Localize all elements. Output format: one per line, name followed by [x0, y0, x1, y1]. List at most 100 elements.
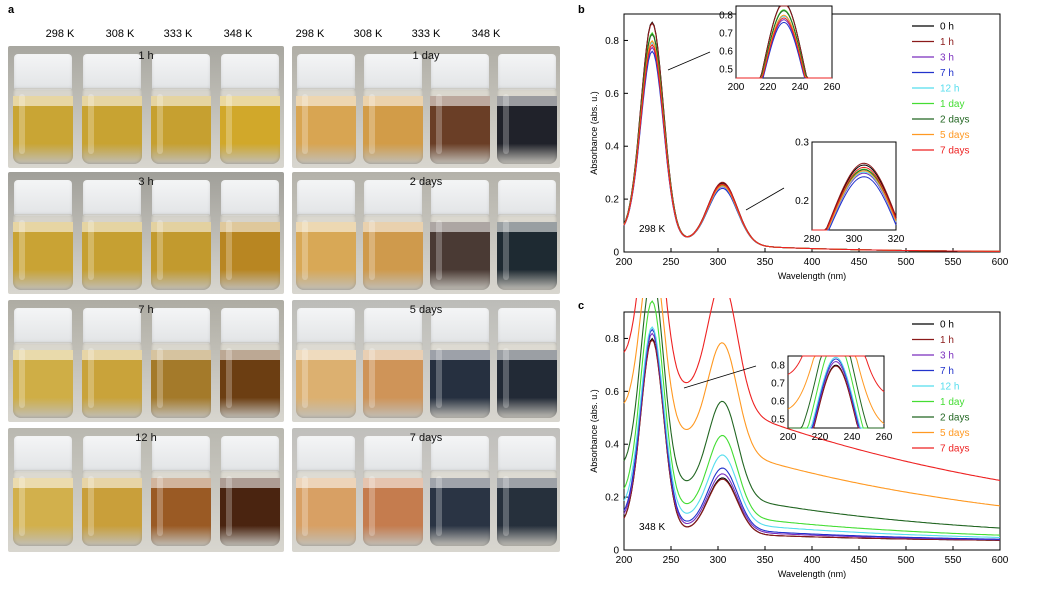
vial	[12, 180, 74, 292]
legend-label: 7 h	[940, 68, 954, 79]
vial-shine	[225, 220, 232, 280]
vial-cap	[363, 180, 422, 216]
vial-liquid	[429, 478, 490, 546]
vial-photo: 12 h	[8, 428, 284, 552]
vial-foam	[219, 222, 280, 232]
x-tick-label: 600	[992, 555, 1009, 566]
inset-y-tick-label: 0.7	[771, 379, 785, 390]
inset-x-tick-label: 320	[888, 234, 905, 245]
vial	[219, 54, 281, 166]
vial-body	[429, 470, 490, 546]
vial-liquid	[219, 222, 280, 290]
temperature-label: 348 K	[223, 28, 253, 40]
vial-liquid	[429, 222, 490, 290]
time-label: 3 h	[138, 176, 154, 188]
vial-shine	[368, 348, 375, 408]
vial-body	[496, 470, 557, 546]
vial-body	[219, 214, 280, 290]
vial-liquid	[150, 350, 211, 418]
vial-cap	[430, 308, 489, 344]
vial-cap	[497, 308, 556, 344]
inset-x-tick-label: 240	[844, 432, 861, 443]
inset-frame	[787, 355, 885, 429]
vial-cap	[220, 180, 279, 216]
x-tick-label: 300	[710, 555, 727, 566]
x-axis-label: Wavelength (nm)	[778, 569, 846, 579]
vial-shine	[87, 220, 94, 280]
panel-letter-b: b	[578, 4, 585, 16]
vial-liquid	[362, 96, 423, 164]
vial-foam	[496, 222, 557, 232]
vial	[150, 54, 212, 166]
vial-shine	[87, 476, 94, 536]
vial-foam	[219, 350, 280, 360]
vial-body	[12, 342, 73, 418]
inset-pointer	[683, 365, 757, 389]
vial-body	[295, 342, 356, 418]
inset-pointer	[745, 187, 785, 211]
legend-label: 0 h	[940, 22, 954, 33]
vial	[219, 436, 281, 548]
legend-label: 2 days	[940, 413, 969, 424]
vial-shine	[225, 94, 232, 154]
vial-foam	[81, 350, 142, 360]
time-label: 1 day	[412, 50, 440, 62]
vial	[150, 308, 212, 420]
vial-shine	[368, 94, 375, 154]
vial-shine	[301, 476, 308, 536]
inset-y-tick-label: 0.6	[771, 397, 785, 408]
vial-shine	[18, 94, 25, 154]
vial-shine	[87, 348, 94, 408]
x-tick-label: 450	[851, 555, 868, 566]
temperature-label: 308 K	[105, 28, 135, 40]
vial-cap	[82, 180, 141, 216]
vial-body	[150, 470, 211, 546]
vial	[81, 436, 143, 548]
spectrum-chart-298k: 200 250 300 350 400 450 500 550 600 0 0.2 0.4 0.6 0.8…	[589, 5, 1009, 281]
vial-liquid	[150, 96, 211, 164]
inset-series-line	[787, 355, 885, 393]
vial-shine	[156, 476, 163, 536]
inset-y-tick-label: 0.5	[771, 415, 785, 426]
time-label: 7 days	[409, 432, 443, 444]
vial-foam	[219, 478, 280, 488]
vial-foam	[362, 478, 423, 488]
vial-cap	[13, 308, 72, 344]
x-tick-label: 550	[945, 555, 962, 566]
inset-y-tick-label: 0.8	[771, 361, 785, 372]
legend-label: 3 h	[940, 53, 954, 64]
temperature-label: 298 K	[295, 28, 325, 40]
inset-x-tick-label: 200	[728, 82, 745, 93]
vial-foam	[429, 478, 490, 488]
vial-body	[81, 342, 142, 418]
x-tick-label: 600	[992, 257, 1009, 268]
y-tick-label: 0.6	[605, 387, 619, 398]
vial-foam	[295, 478, 356, 488]
vial-cap	[363, 54, 422, 90]
vial-liquid	[81, 96, 142, 164]
vial	[429, 308, 491, 420]
temperature-label: 348 K	[471, 28, 501, 40]
time-label: 2 days	[409, 176, 443, 188]
vial	[362, 308, 424, 420]
vial-liquid	[150, 478, 211, 546]
inset-series-line	[812, 166, 897, 231]
vial-foam	[496, 96, 557, 106]
vial	[81, 308, 143, 420]
legend-label: 5 days	[940, 428, 969, 439]
vial-cap	[430, 180, 489, 216]
legend-label: 5 days	[940, 130, 969, 141]
vial-foam	[150, 350, 211, 360]
vial	[295, 54, 357, 166]
inset-x-tick-label: 300	[846, 234, 863, 245]
vial-body	[81, 88, 142, 164]
time-label: 7 h	[138, 304, 154, 316]
temperature-label: 298 K	[45, 28, 75, 40]
vial-cap	[220, 308, 279, 344]
vial-liquid	[429, 96, 490, 164]
vial-liquid	[496, 478, 557, 546]
temperature-annotation: 298 K	[639, 224, 665, 235]
legend-label: 7 days	[940, 444, 969, 455]
legend-label: 7 h	[940, 366, 954, 377]
series-line	[623, 300, 1001, 536]
